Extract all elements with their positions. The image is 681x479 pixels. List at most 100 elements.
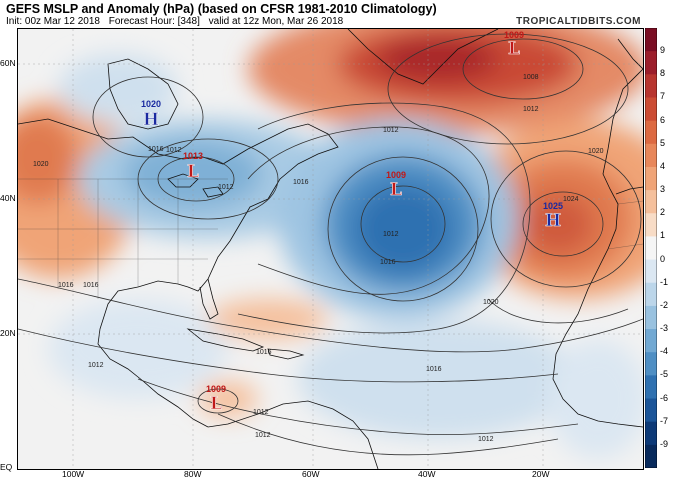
colorbar-swatch — [645, 305, 657, 330]
colorbar-tick-label: 2 — [660, 207, 666, 218]
isobar-label: 1020 — [588, 148, 604, 155]
graticule — [18, 29, 643, 469]
colorbar-swatch — [645, 213, 657, 237]
colorbar-swatch — [645, 120, 657, 145]
brand-watermark: TROPICALTIDBITS.COM — [516, 16, 641, 27]
lat-label-eq: EQ — [0, 462, 13, 472]
isobar-label: 1016 — [293, 179, 309, 186]
high-center-azores: 1025 H — [543, 201, 563, 231]
lon-label-20w: 20W — [532, 469, 550, 479]
colorbar-swatch — [645, 28, 657, 52]
map-panel[interactable]: 1016 1012 1016 1020 1016 1012 1008 1012 … — [17, 28, 644, 470]
colorbar-tick-label: -2 — [660, 299, 669, 310]
colorbar-tick-label: 7 — [660, 91, 666, 102]
colorbar-tick-label: 8 — [660, 68, 666, 79]
center-letter: L — [508, 39, 520, 59]
low-center-atlantic: 1009 L — [386, 170, 406, 200]
isobar-labels: 1016 1012 1016 1020 1016 1012 1008 1012 … — [33, 74, 604, 443]
center-letter: L — [187, 162, 199, 182]
lon-label-40w: 40W — [418, 469, 436, 479]
isobar-label: 1012 — [523, 106, 539, 113]
colorbar-tick-label: -4 — [660, 346, 669, 357]
center-value: 1025 — [543, 201, 563, 211]
colorbar-swatch — [645, 236, 657, 261]
isobar-label: 1016 — [58, 282, 74, 289]
isobar-label: 1012 — [478, 436, 494, 443]
colorbar-swatch — [645, 375, 657, 400]
isobar-label: 1016 — [148, 146, 164, 153]
center-letter: H — [545, 211, 561, 231]
center-value: 1009 — [386, 170, 406, 180]
isobar-label: 1016 — [380, 259, 396, 266]
colorbar-tick-label: -9 — [660, 438, 669, 449]
isobar-label: 1012 — [383, 127, 399, 134]
colorbar-swatches — [645, 28, 657, 468]
isobar-label: 1024 — [563, 196, 579, 203]
isobar-label: 1016 — [426, 366, 442, 373]
center-value: 1009 — [206, 384, 226, 394]
anomaly-map: 1016 1012 1016 1020 1016 1012 1008 1012 … — [18, 29, 643, 469]
center-value: 1013 — [183, 151, 203, 161]
low-center-great-lakes: 1013 L — [183, 151, 203, 182]
colorbar-tick-label: -5 — [660, 369, 669, 380]
low-center-caribbean: 1009 L — [206, 384, 226, 414]
center-value: 1020 — [141, 99, 161, 109]
colorbar-tick-label: -6 — [660, 392, 669, 403]
high-center-hudson: 1020 H — [141, 99, 161, 130]
center-letter: H — [143, 110, 159, 130]
colorbar-swatch — [645, 74, 657, 98]
colorbar-swatch — [645, 259, 657, 284]
colorbar-swatch — [645, 143, 657, 168]
colorbar-swatch — [645, 421, 657, 446]
center-letter: L — [210, 394, 222, 414]
colorbar-swatch — [645, 282, 657, 307]
colorbar-tick-label: 5 — [660, 137, 666, 148]
isobar-label: 1012 — [166, 147, 182, 154]
map-title: GEFS MSLP and Anomaly (hPa) (based on CF… — [6, 2, 437, 16]
anomaly-colorbar — [645, 28, 657, 468]
forecast-hour: Forecast Hour: [348] — [108, 16, 200, 27]
colorbar-tick-label: 6 — [660, 114, 666, 125]
isobar-label: 1012 — [383, 231, 399, 238]
colorbar-swatch — [645, 444, 657, 468]
colorbar-swatch — [645, 329, 657, 353]
colorbar-tick-label: 9 — [660, 45, 666, 56]
isobar-label: 1012 — [218, 184, 234, 191]
init-time: Init: 00z Mar 12 2018 — [6, 16, 100, 27]
isobar-label: 1020 — [483, 299, 499, 306]
colorbar-tick-label: 0 — [660, 253, 666, 264]
isobar-label: 1012 — [253, 409, 269, 416]
isobar-label: 1016 — [256, 349, 272, 356]
coastlines — [18, 29, 643, 469]
isobar-label: 1016 — [83, 282, 99, 289]
colorbar-tick-label: -1 — [660, 276, 669, 287]
center-letter: L — [390, 180, 402, 200]
colorbar-tick-label: 1 — [660, 230, 666, 241]
colorbar-swatch — [645, 352, 657, 376]
lat-label-20n: 20N — [0, 328, 16, 338]
low-center-greenland: 1009 L — [504, 30, 524, 59]
colorbar-tick-label: 3 — [660, 184, 666, 195]
isobar-label: 1012 — [88, 362, 104, 369]
colorbar-tick-label: 4 — [660, 160, 666, 171]
lat-label-60n: 60N — [0, 58, 16, 68]
colorbar-swatch — [645, 97, 657, 122]
colorbar-tick-label: -7 — [660, 415, 669, 426]
colorbar-swatch — [645, 166, 657, 191]
colorbar-swatch — [645, 51, 657, 75]
isobar-label: 1012 — [255, 432, 271, 439]
colorbar-tick-label: -3 — [660, 323, 669, 334]
isobar-label: 1020 — [33, 161, 49, 168]
run-info: Init: 00z Mar 12 2018 Forecast Hour: [34… — [6, 16, 349, 27]
pressure-centers: 1020 H 1013 L 1009 L 1025 H 1009 L 1009 … — [141, 30, 563, 414]
colorbar-swatch — [645, 190, 657, 214]
lon-label-80w: 80W — [184, 469, 202, 479]
lat-label-40n: 40N — [0, 193, 16, 203]
isobar-label: 1008 — [523, 74, 539, 81]
colorbar-swatch — [645, 398, 657, 423]
lon-label-100w: 100W — [62, 469, 85, 479]
isobars — [18, 33, 643, 456]
center-value: 1009 — [504, 30, 524, 40]
valid-time: valid at 12z Mon, Mar 26 2018 — [208, 16, 344, 27]
lon-label-60w: 60W — [302, 469, 320, 479]
